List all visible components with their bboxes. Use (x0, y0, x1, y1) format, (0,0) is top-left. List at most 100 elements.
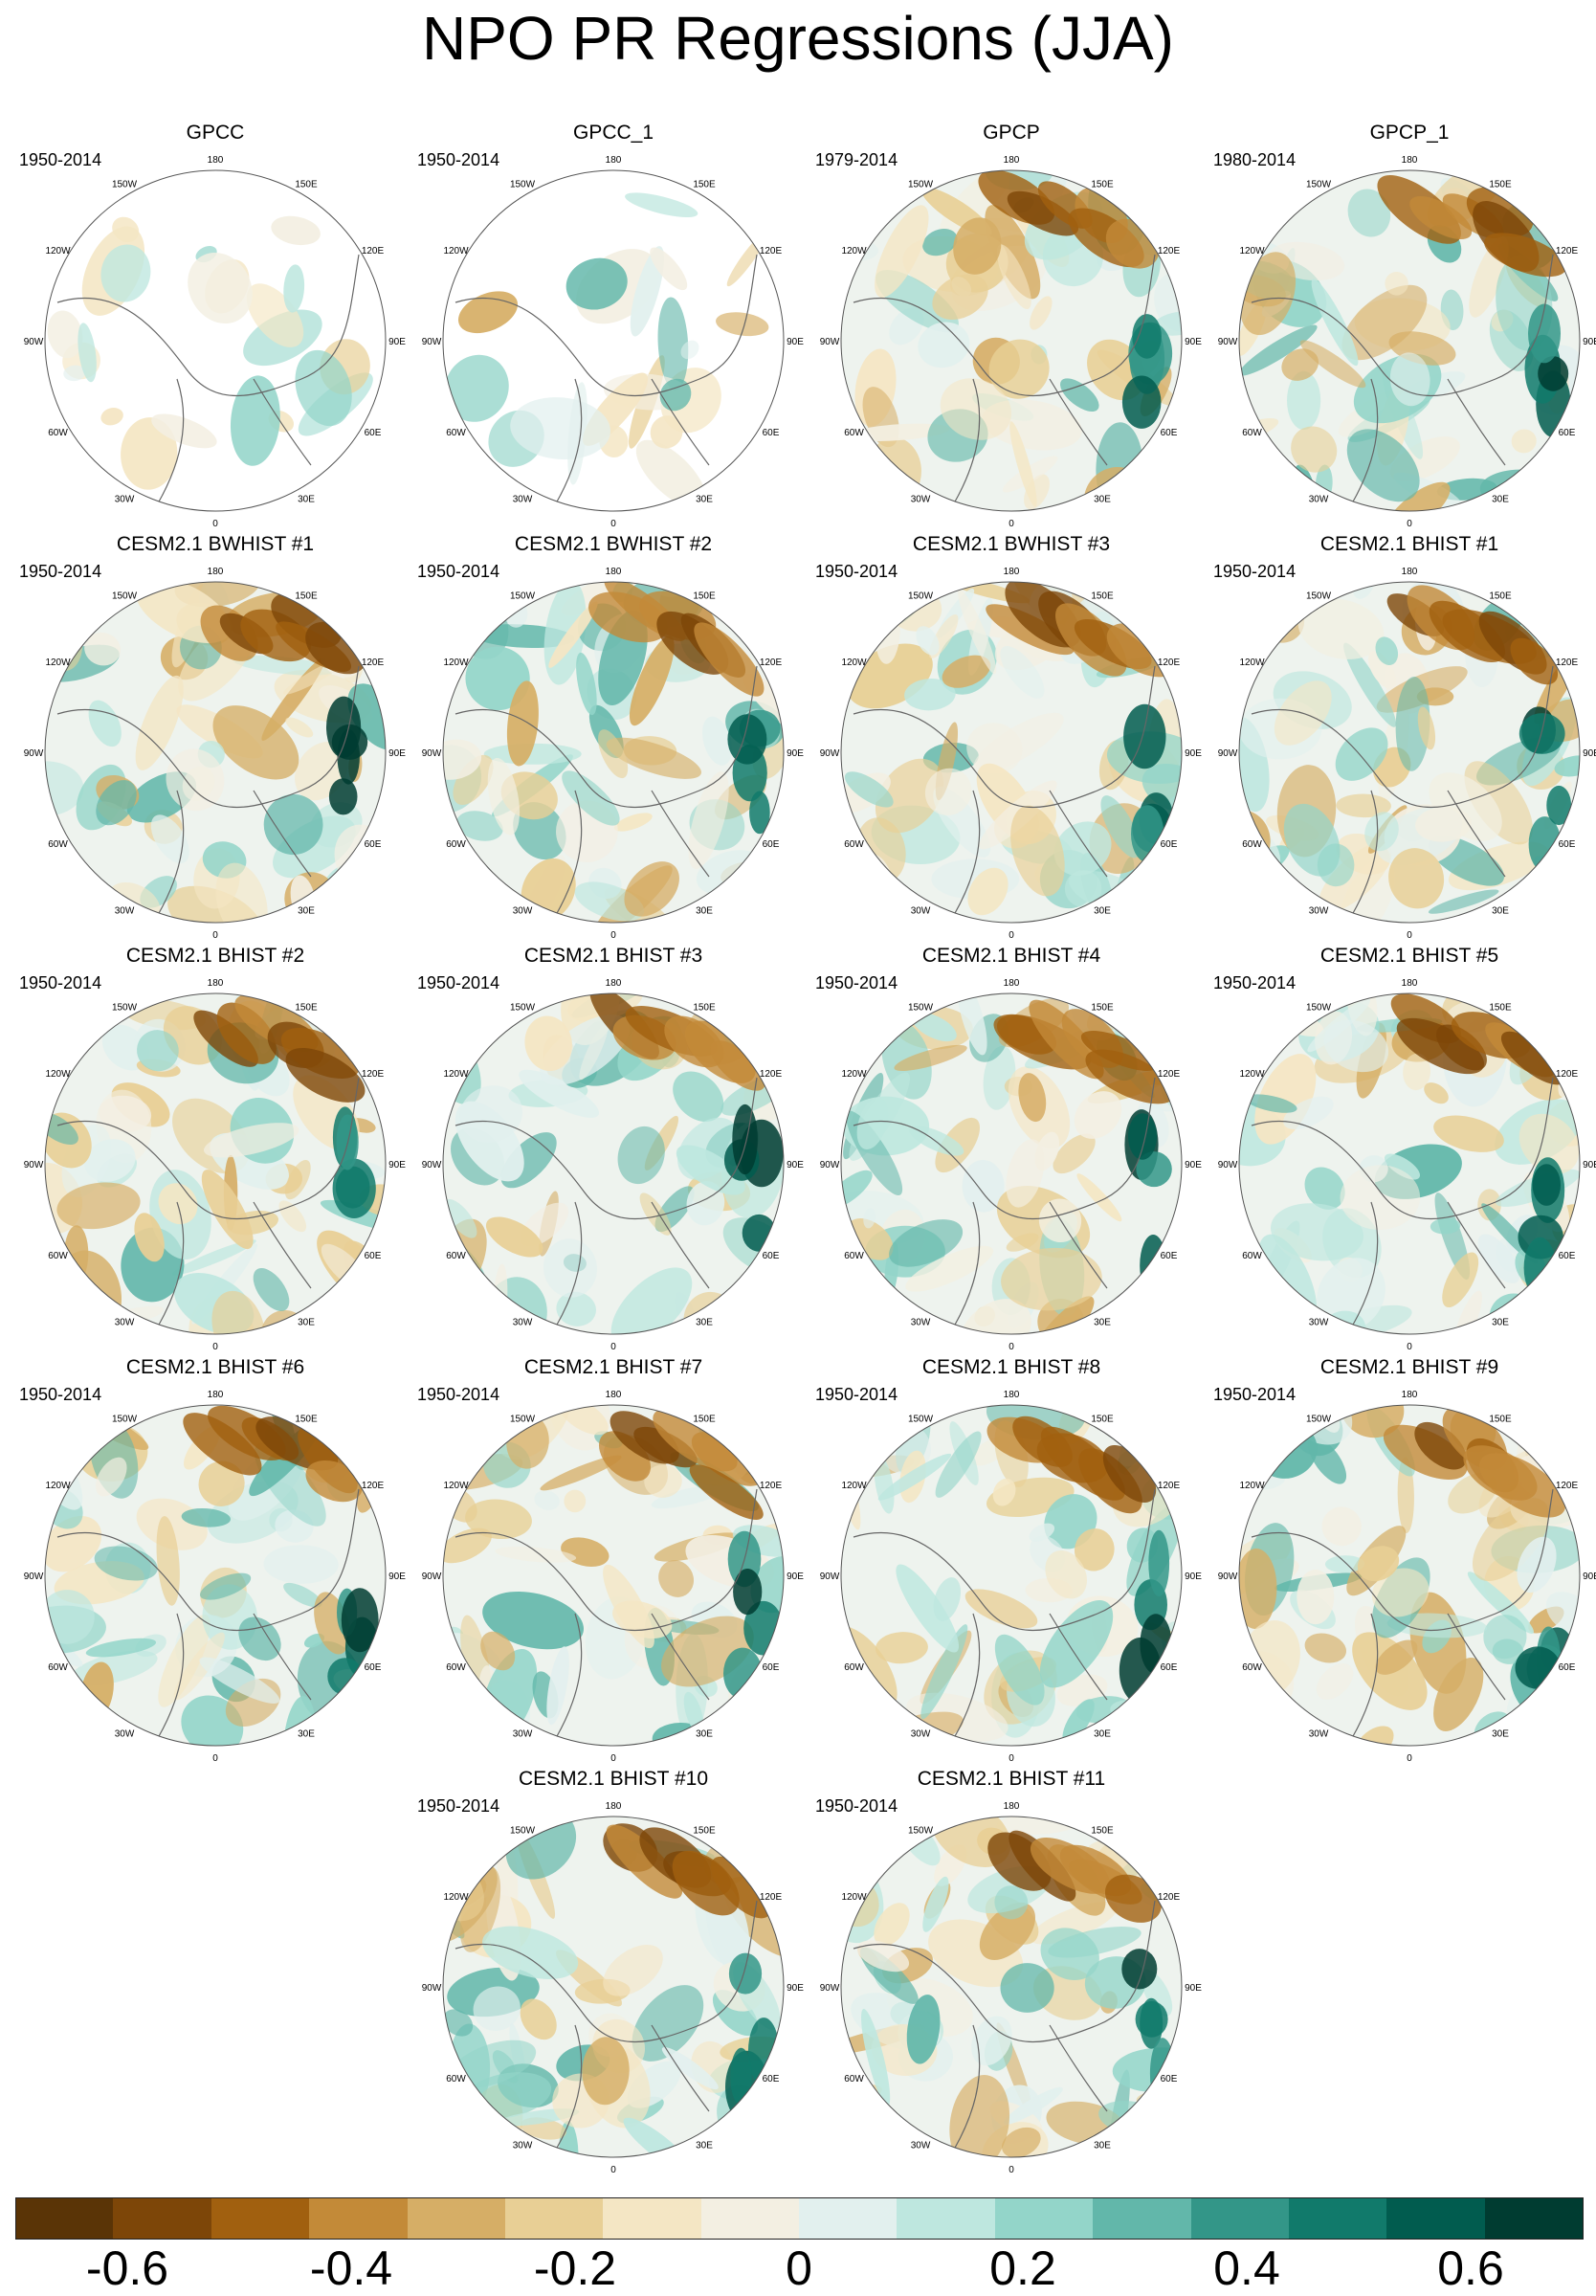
longitude-label: 60E (1161, 839, 1178, 850)
longitude-label: 150W (1306, 180, 1332, 190)
longitude-label: 150E (295, 180, 318, 190)
longitude-label: 0 (212, 519, 218, 529)
longitude-label: 60E (1559, 1662, 1576, 1673)
longitude-label: 180 (208, 1390, 224, 1400)
polar-map: 180 150E 120E 90E 60E 30E 0 30W 60W 90W 120W 150W (820, 155, 1203, 529)
longitude-label: 30E (1094, 495, 1111, 505)
colorbar-swatch (15, 2197, 115, 2240)
longitude-label: 30E (1094, 1318, 1111, 1328)
polar-map: 180 150E 120E 90E 60E 30E 0 30W 60W 90W 120W 150W (1218, 567, 1596, 941)
longitude-label: 90W (820, 337, 840, 347)
colorbar-swatch (603, 2197, 702, 2240)
longitude-label: 150E (693, 591, 716, 602)
longitude-label: 60W (48, 428, 68, 438)
panel-title: CESM2.1 BHIST #8 (921, 1356, 1101, 1378)
longitude-label: 90W (1218, 1160, 1238, 1170)
longitude-label: 120W (443, 1069, 469, 1080)
longitude-label: 150E (295, 1415, 318, 1425)
longitude-label: 150E (1489, 1003, 1512, 1014)
colorbar-tick-label: 0.6 (1437, 2241, 1504, 2295)
panel-years: 1950-2014 (815, 1796, 898, 1816)
panel-years: 1950-2014 (19, 562, 102, 581)
longitude-label: 150W (1306, 591, 1332, 602)
longitude-label: 180 (606, 978, 622, 989)
longitude-label: 60W (844, 2074, 864, 2084)
longitude-label: 60E (1161, 1251, 1178, 1261)
longitude-label: 150W (112, 1415, 138, 1425)
map-panel: CESM2.1 BHIST #8 1950-2014 180 150E 120E 90E 6… (815, 1355, 1208, 1767)
panel-years: 1950-2014 (417, 1796, 500, 1816)
longitude-label: 150W (112, 591, 138, 602)
longitude-label: 150E (1489, 180, 1512, 190)
panel-title: CESM2.1 BHIST #7 (523, 1356, 703, 1378)
longitude-label: 90W (422, 1572, 442, 1582)
longitude-label: 150E (1489, 1415, 1512, 1425)
map-panel: CESM2.1 BHIST #4 1950-2014 180 150E 120E 90E 6… (815, 944, 1208, 1355)
longitude-label: 120W (45, 658, 71, 668)
map-panel: CESM2.1 BHIST #7 1950-2014 180 150E 120E 90E 6… (417, 1355, 809, 1767)
longitude-label: 60W (446, 839, 466, 850)
longitude-label: 30W (911, 1318, 931, 1328)
longitude-label: 150W (510, 180, 536, 190)
longitude-label: 60E (1161, 428, 1178, 438)
longitude-label: 90W (24, 1160, 44, 1170)
longitude-label: 150W (908, 1415, 934, 1425)
longitude-label: 0 (610, 930, 616, 941)
longitude-label: 180 (606, 567, 622, 577)
longitude-label: 120E (1158, 1069, 1181, 1080)
longitude-label: 60E (763, 1251, 780, 1261)
longitude-label: 120E (1556, 658, 1579, 668)
panel-years: 1950-2014 (815, 973, 898, 992)
longitude-label: 90W (820, 1983, 840, 1994)
longitude-label: 30E (1492, 1729, 1509, 1740)
longitude-label: 30E (298, 1318, 315, 1328)
longitude-label: 90W (1218, 1572, 1238, 1582)
longitude-label: 60E (763, 428, 780, 438)
longitude-label: 30E (696, 906, 713, 917)
longitude-label: 0 (1009, 1753, 1014, 1764)
panel-years: 1950-2014 (19, 973, 102, 992)
map-panel: CESM2.1 BHIST #6 1950-2014 180 150E 120E 90E 6… (19, 1355, 411, 1767)
longitude-label: 30W (115, 1729, 135, 1740)
longitude-label: 90E (787, 1160, 804, 1170)
longitude-label: 60W (1242, 428, 1262, 438)
colorbar-swatch (113, 2197, 212, 2240)
longitude-label: 30W (513, 495, 533, 505)
longitude-label: 30E (1094, 906, 1111, 917)
panel-title: GPCC_1 (572, 122, 654, 144)
longitude-label: 120E (760, 1892, 783, 1903)
longitude-label: 120E (1158, 246, 1181, 256)
polar-map: 180 150E 120E 90E 60E 30E 0 30W 60W 90W 120W 150W (820, 1801, 1203, 2175)
longitude-label: 60W (446, 2074, 466, 2084)
longitude-label: 120E (760, 1069, 783, 1080)
longitude-label: 0 (1407, 519, 1412, 529)
longitude-label: 60E (1559, 839, 1576, 850)
longitude-label: 90E (1185, 748, 1202, 759)
panel-years: 1950-2014 (1213, 562, 1297, 581)
panel-years: 1950-2014 (815, 562, 898, 581)
longitude-label: 150W (510, 1003, 536, 1014)
longitude-label: 0 (1009, 519, 1014, 529)
longitude-label: 30W (513, 906, 533, 917)
colorbar-swatch (799, 2197, 898, 2240)
colorbar-swatch (211, 2197, 311, 2240)
panel-title: CESM2.1 BHIST #2 (125, 945, 305, 967)
polar-map: 180 150E 120E 90E 60E 30E 0 30W 60W 90W 120W 150W (820, 567, 1203, 941)
longitude-label: 90E (1185, 337, 1202, 347)
panel-title: CESM2.1 BHIST #3 (523, 945, 703, 967)
polar-map: 180 150E 120E 90E 60E 30E 0 30W 60W 90W 120W 150W (24, 155, 407, 529)
panel-title: GPCC (186, 122, 245, 144)
longitude-label: 60W (48, 839, 68, 850)
map-panel: CESM2.1 BWHIST #3 1950-2014 180 150E 120E 90E… (815, 532, 1208, 944)
longitude-label: 90E (787, 337, 804, 347)
colorbar-tick-label: 0.2 (989, 2241, 1056, 2295)
longitude-label: 120W (841, 658, 867, 668)
longitude-label: 30E (298, 1729, 315, 1740)
longitude-label: 180 (606, 1390, 622, 1400)
polar-map: 180 150E 120E 90E 60E 30E 0 30W 60W 90W 120W 150W (422, 1390, 805, 1764)
longitude-label: 30W (115, 495, 135, 505)
map-panel: CESM2.1 BWHIST #1 1950-2014 180 150E 120E 90E… (19, 532, 411, 944)
colorbar-swatch (1288, 2197, 1388, 2240)
longitude-label: 150E (1091, 1003, 1114, 1014)
longitude-label: 60E (1161, 2074, 1178, 2084)
